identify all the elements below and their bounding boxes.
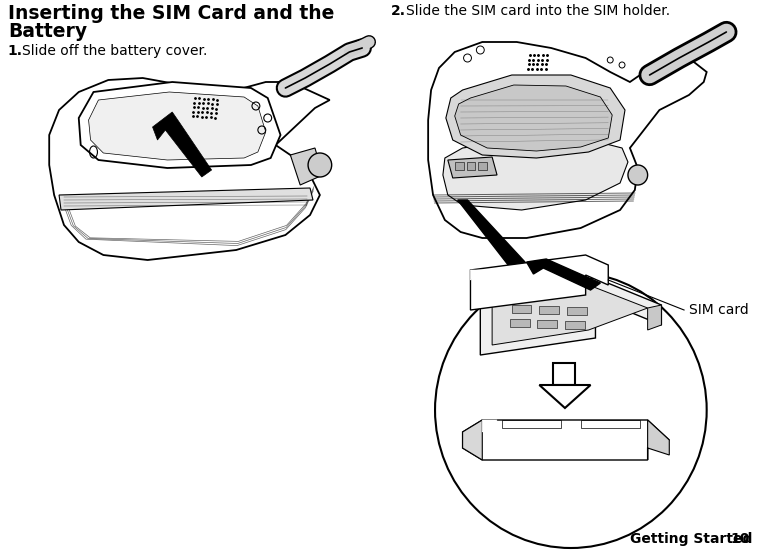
- Polygon shape: [482, 420, 497, 432]
- Bar: [537, 320, 557, 328]
- Text: 10: 10: [730, 532, 750, 546]
- Bar: [565, 321, 585, 329]
- Text: SIM card: SIM card: [689, 303, 748, 317]
- Polygon shape: [88, 92, 266, 160]
- Text: 2.: 2.: [391, 4, 406, 18]
- Circle shape: [628, 165, 647, 185]
- Polygon shape: [471, 255, 608, 310]
- Polygon shape: [463, 420, 482, 460]
- Text: Battery: Battery: [8, 22, 87, 41]
- Polygon shape: [463, 420, 669, 460]
- Text: 1.: 1.: [8, 44, 23, 58]
- Bar: [502, 420, 561, 428]
- Circle shape: [435, 272, 707, 548]
- Polygon shape: [49, 78, 330, 260]
- Bar: [540, 306, 559, 314]
- Bar: [510, 319, 529, 327]
- Polygon shape: [480, 278, 662, 355]
- Polygon shape: [526, 259, 601, 290]
- Bar: [581, 420, 640, 428]
- Text: Getting Started: Getting Started: [630, 532, 752, 546]
- Polygon shape: [152, 112, 212, 177]
- Circle shape: [308, 153, 332, 177]
- Text: Slide off the battery cover.: Slide off the battery cover.: [22, 44, 207, 58]
- Polygon shape: [647, 420, 669, 460]
- Polygon shape: [471, 270, 484, 280]
- Polygon shape: [647, 305, 662, 330]
- Polygon shape: [448, 157, 497, 178]
- Polygon shape: [79, 82, 281, 168]
- Bar: [454, 162, 464, 170]
- Bar: [553, 363, 575, 385]
- Polygon shape: [428, 42, 707, 238]
- Polygon shape: [454, 85, 612, 151]
- Polygon shape: [540, 385, 590, 408]
- Bar: [467, 162, 475, 170]
- Bar: [567, 307, 586, 315]
- Bar: [479, 162, 487, 170]
- Text: Inserting the SIM Card and the: Inserting the SIM Card and the: [8, 4, 334, 23]
- Polygon shape: [59, 188, 313, 210]
- Polygon shape: [492, 285, 647, 345]
- Polygon shape: [457, 200, 547, 295]
- Polygon shape: [443, 138, 628, 210]
- Bar: [511, 305, 532, 313]
- Polygon shape: [446, 75, 625, 158]
- Text: Slide the SIM card into the SIM holder.: Slide the SIM card into the SIM holder.: [407, 4, 671, 18]
- Polygon shape: [290, 148, 323, 185]
